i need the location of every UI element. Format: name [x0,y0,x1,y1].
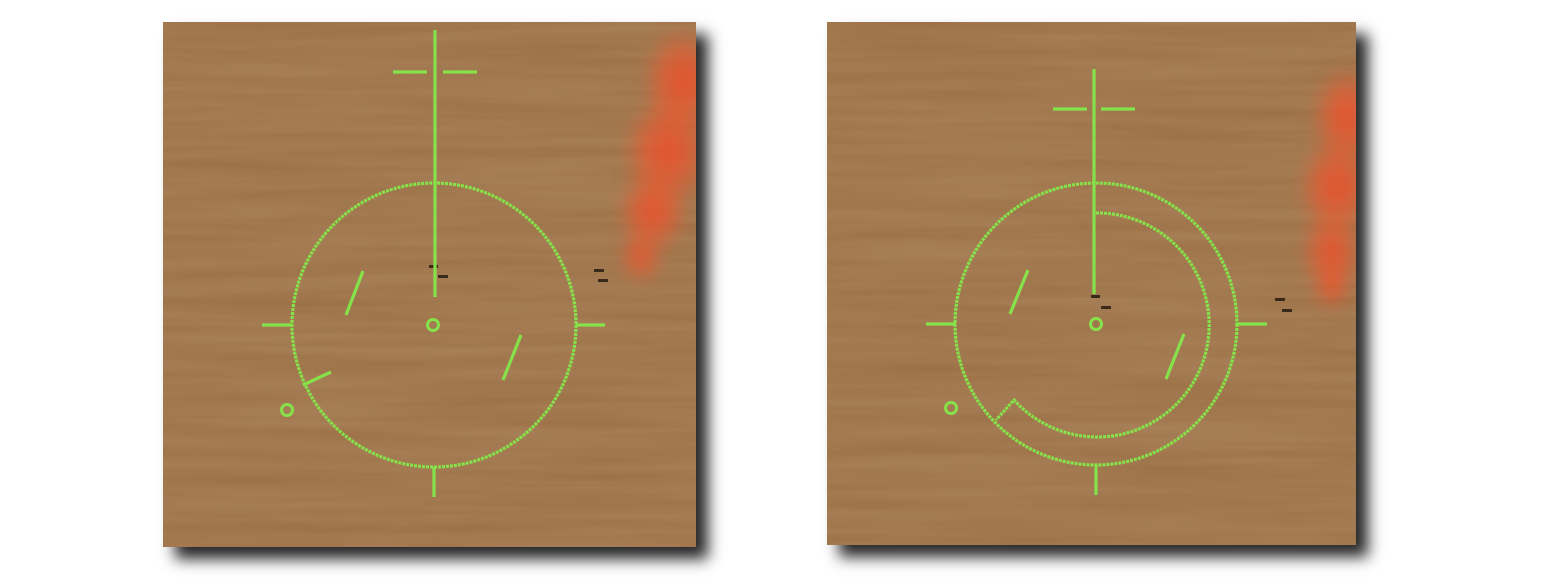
vehicle-icon[interactable] [1091,295,1292,312]
smoke-plume [1299,67,1356,309]
targeting-view-left [163,22,696,547]
secondary-range-arc [994,211,1211,439]
hud-overlay-right [827,22,1356,545]
terrain-texture [827,22,1356,545]
waypoint-marker-icon[interactable] [944,401,958,415]
targeting-view-right [827,22,1356,545]
reticle-ticks [926,269,1267,495]
crosshair-icon [393,30,477,297]
smoke-plume [618,27,696,282]
reticle-ticks [262,270,605,497]
center-marker-icon [1089,317,1103,331]
center-marker-icon [426,318,440,332]
hud-overlay-left [163,22,696,547]
terrain-texture [163,22,696,547]
waypoint-marker-icon[interactable] [280,403,294,417]
